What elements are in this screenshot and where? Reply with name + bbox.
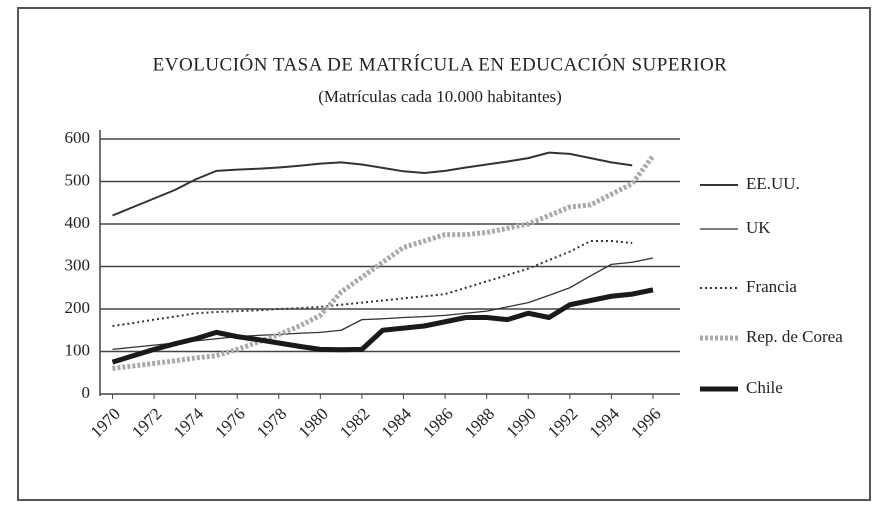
y-tick-label: 400 <box>65 213 91 232</box>
x-tick-label: 1982 <box>336 404 373 441</box>
x-tick-label: 1996 <box>627 404 664 441</box>
x-tick-label: 1992 <box>544 404 581 441</box>
x-tick-label: 1986 <box>419 404 456 441</box>
x-tick-label: 1974 <box>170 404 208 442</box>
x-tick-label: 1980 <box>294 404 331 441</box>
y-tick-label: 600 <box>65 128 91 147</box>
x-tick-label: 1988 <box>461 404 498 441</box>
y-tick-label: 100 <box>65 340 91 359</box>
series-line <box>112 240 633 327</box>
legend-label: Chile <box>746 378 783 397</box>
y-tick-label: 500 <box>65 170 91 189</box>
series-line <box>112 154 655 371</box>
x-tick-label: 1990 <box>502 404 539 441</box>
series-line <box>111 287 654 365</box>
legend-label: Francia <box>746 277 797 296</box>
chart-title: EVOLUCIÓN TASA DE MATRÍCULA EN EDUCACIÓN… <box>153 53 728 75</box>
frame <box>17 7 871 501</box>
x-tick-label: 1978 <box>253 404 290 441</box>
x-tick-label: 1984 <box>378 404 416 442</box>
x-tick-label: 1970 <box>87 404 124 441</box>
legend-label: EE.UU. <box>746 174 800 193</box>
y-tick-label: 0 <box>82 383 91 402</box>
series-line <box>112 257 654 351</box>
x-tick-label: 1976 <box>211 404 248 441</box>
y-tick-label: 200 <box>65 298 91 317</box>
x-tick-label: 1994 <box>586 404 624 442</box>
legend-label: UK <box>746 218 771 237</box>
series-line <box>112 151 633 217</box>
y-tick-label: 300 <box>65 255 91 274</box>
chart-subtitle: (Matrículas cada 10.000 habitantes) <box>318 87 562 106</box>
x-tick-label: 1972 <box>128 404 165 441</box>
legend-label: Rep. de Corea <box>746 327 843 346</box>
